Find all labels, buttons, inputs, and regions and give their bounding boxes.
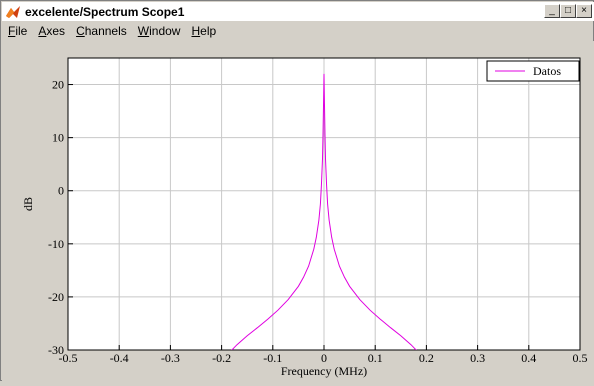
x-tick-label: -0.4: [110, 351, 129, 365]
spectrum-chart[interactable]: -0.5 -0.4 -0.3 -0.2 -0.1 0 0.1 0.2 0.3 0.4 0.5 -30 -…: [2, 41, 594, 381]
series-line-datos: [231, 73, 417, 350]
x-tick-label: 0.1: [368, 351, 383, 365]
menu-file[interactable]: File: [8, 24, 28, 38]
matlab-icon: [5, 4, 21, 20]
menu-help[interactable]: Help: [191, 24, 217, 38]
y-tick-label: 10: [52, 131, 64, 145]
menu-axes[interactable]: Axes: [38, 24, 66, 38]
menu-channels[interactable]: Channels: [76, 24, 127, 38]
window-controls: _ □ ×: [544, 4, 592, 18]
y-axis-label: dB: [21, 197, 35, 211]
x-tick-label: -0.5: [59, 351, 78, 365]
x-axis-label: Frequency (MHz): [281, 364, 367, 378]
menu-window[interactable]: Window: [137, 24, 181, 38]
y-tick-label: 0: [58, 184, 64, 198]
x-tick-label: 0.2: [419, 351, 434, 365]
x-tick-label: -0.2: [212, 351, 231, 365]
y-tick-label: -30: [48, 343, 64, 357]
x-tick-label: -0.1: [263, 351, 282, 365]
x-tick-label: -0.3: [161, 351, 180, 365]
y-tick-label: -10: [48, 237, 64, 251]
minimize-button[interactable]: _: [544, 4, 560, 18]
y-tick-label: 20: [52, 78, 64, 92]
legend-box: [486, 60, 580, 82]
maximize-button[interactable]: □: [560, 4, 576, 18]
figure-area: -0.5 -0.4 -0.3 -0.2 -0.1 0 0.1 0.2 0.3 0.4 0.5 -30 -…: [2, 41, 594, 381]
x-tick-label: 0: [321, 351, 327, 365]
menu-bar: File Axes Channels Window Help: [2, 22, 594, 40]
legend-label: Datos: [533, 64, 561, 78]
y-tick-label: -20: [48, 290, 64, 304]
close-button[interactable]: ×: [576, 4, 592, 18]
x-tick-label: 0.5: [573, 351, 588, 365]
window-title: excelente/Spectrum Scope1: [25, 4, 185, 19]
x-tick-label: 0.3: [470, 351, 485, 365]
title-bar[interactable]: excelente/Spectrum Scope1 _ □ ×: [2, 2, 594, 21]
x-tick-label: 0.4: [521, 351, 536, 365]
